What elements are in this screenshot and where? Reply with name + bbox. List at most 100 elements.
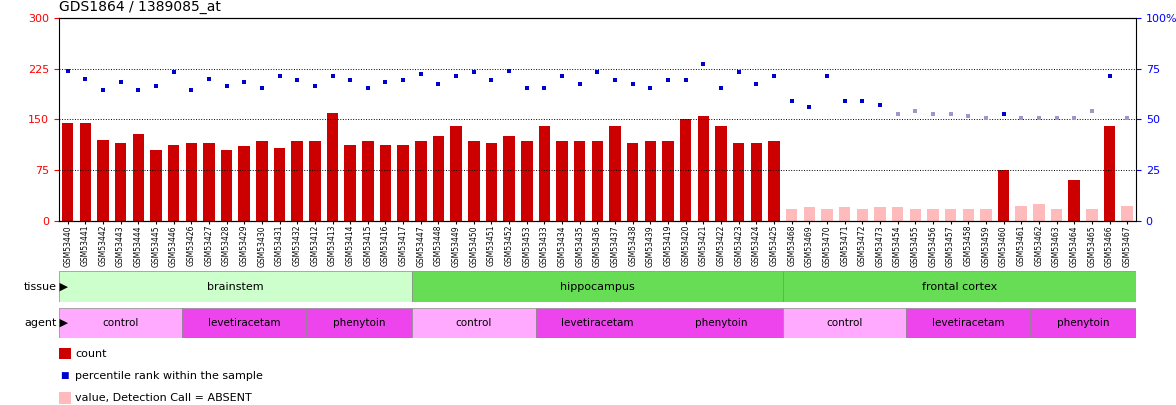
Point [165, 69, 183, 75]
Bar [450, 126, 462, 221]
Bar [98, 140, 108, 221]
Text: count: count [75, 349, 107, 358]
Text: ▶: ▶ [56, 281, 68, 292]
Bar [309, 141, 321, 221]
Text: phenytoin: phenytoin [695, 318, 747, 328]
Bar [380, 145, 392, 221]
Bar [468, 141, 480, 221]
Bar [733, 143, 744, 221]
Text: phenytoin: phenytoin [1057, 318, 1109, 328]
Point [235, 79, 254, 85]
Bar [539, 126, 550, 221]
Bar [203, 143, 215, 221]
Bar [168, 145, 179, 221]
Text: hippocampus: hippocampus [560, 281, 635, 292]
Point [94, 87, 113, 94]
Bar [362, 141, 374, 221]
Point [994, 111, 1013, 117]
Bar [1087, 209, 1097, 221]
Bar [907, 308, 1030, 338]
Bar [962, 209, 974, 221]
Bar [535, 308, 660, 338]
Point [1029, 115, 1048, 122]
Point [182, 87, 201, 94]
Point [570, 81, 589, 87]
Bar [151, 150, 161, 221]
Point [800, 104, 818, 111]
Bar [997, 170, 1009, 221]
Bar [768, 141, 780, 221]
Bar [80, 123, 91, 221]
Bar [874, 207, 886, 221]
Point [112, 79, 131, 85]
Bar [644, 141, 656, 221]
Bar [1069, 180, 1080, 221]
Point [694, 61, 713, 67]
Text: control: control [102, 318, 139, 328]
Bar [574, 141, 586, 221]
Point [835, 97, 854, 104]
Bar [412, 308, 535, 338]
Bar [397, 145, 409, 221]
Bar [186, 143, 198, 221]
Bar [306, 308, 412, 338]
Point [517, 85, 536, 91]
Point [976, 115, 995, 122]
Point [906, 108, 924, 115]
Point [253, 85, 272, 91]
Text: GDS1864 / 1389085_at: GDS1864 / 1389085_at [59, 0, 221, 14]
Point [747, 81, 766, 87]
Bar [521, 141, 533, 221]
Bar [715, 126, 727, 221]
Point [482, 77, 501, 83]
Bar [221, 150, 233, 221]
Text: control: control [827, 318, 863, 328]
Point [500, 68, 519, 74]
Bar [838, 207, 850, 221]
Point [535, 85, 554, 91]
Point [429, 81, 448, 87]
Point [341, 77, 360, 83]
Bar [1016, 206, 1027, 221]
Point [359, 85, 377, 91]
Bar [1122, 206, 1132, 221]
Point [606, 77, 624, 83]
Text: phenytoin: phenytoin [333, 318, 386, 328]
Bar [660, 308, 783, 338]
Bar [697, 116, 709, 221]
Text: levetiracetam: levetiracetam [933, 318, 1004, 328]
Bar [592, 141, 603, 221]
Bar [327, 113, 339, 221]
Bar [680, 119, 691, 221]
Bar [891, 207, 903, 221]
Text: frontal cortex: frontal cortex [922, 281, 997, 292]
Bar [59, 308, 182, 338]
Point [729, 69, 748, 75]
Point [147, 83, 166, 89]
Point [59, 68, 78, 74]
Bar [115, 143, 126, 221]
Point [323, 72, 342, 79]
Point [376, 79, 395, 85]
Point [1117, 115, 1136, 122]
Bar [944, 209, 956, 221]
Bar [662, 141, 674, 221]
Point [1082, 108, 1101, 115]
Bar [256, 141, 268, 221]
Bar [609, 126, 621, 221]
Point [1100, 72, 1118, 79]
Bar [1051, 209, 1062, 221]
Bar [783, 308, 907, 338]
Bar [59, 271, 412, 302]
Bar [1030, 308, 1136, 338]
Point [782, 97, 801, 104]
Bar [627, 143, 639, 221]
Bar [503, 136, 515, 221]
Point [553, 72, 572, 79]
Point [853, 97, 871, 104]
Point [588, 69, 607, 75]
Bar [274, 148, 286, 221]
Point [394, 77, 413, 83]
Bar [182, 308, 306, 338]
Bar [927, 209, 938, 221]
